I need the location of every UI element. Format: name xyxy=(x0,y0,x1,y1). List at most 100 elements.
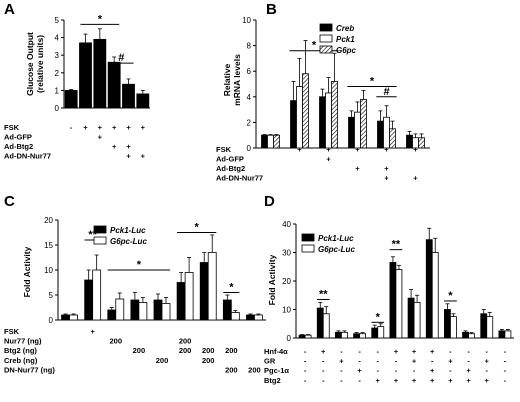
condition-mark: - xyxy=(467,357,470,366)
y-tick-label: 4 xyxy=(247,93,252,102)
bar xyxy=(341,331,348,339)
condition-mark: - xyxy=(504,366,507,375)
y-tick-label: 20 xyxy=(44,216,53,225)
panel-label: C xyxy=(4,193,15,210)
significance-marker: * xyxy=(229,282,234,294)
bar xyxy=(413,301,421,339)
y-tick-label: 15 xyxy=(44,241,53,250)
bar xyxy=(161,303,171,321)
condition-mark: 200 xyxy=(110,337,123,346)
condition-mark: + xyxy=(430,347,435,356)
y-tick-label: 4 xyxy=(55,34,60,43)
condition-mark: + xyxy=(83,123,88,132)
bar xyxy=(230,312,240,321)
significance-marker: * xyxy=(370,76,375,88)
condition-mark: + xyxy=(412,376,417,385)
y-tick-label: 30 xyxy=(282,249,291,258)
bar xyxy=(246,314,255,321)
panel-label: D xyxy=(264,193,275,210)
significance-marker: * xyxy=(312,40,317,52)
condition-mark: + xyxy=(326,145,331,154)
bar xyxy=(360,98,367,149)
y-tick-label: 40 xyxy=(282,220,291,229)
legend-label: Creb xyxy=(336,24,354,33)
condition-mark: - xyxy=(395,366,398,375)
bar xyxy=(389,128,396,149)
condition-label: Ad-GFP xyxy=(4,133,32,142)
condition-mark: 200 xyxy=(202,346,215,355)
condition-mark: - xyxy=(413,366,416,375)
y-tick-label: 6 xyxy=(247,67,252,76)
legend-label: Pck1 xyxy=(336,35,355,44)
condition-label: DN-Nur77 (ng) xyxy=(4,365,55,374)
significance-marker: # xyxy=(383,86,389,98)
bar xyxy=(335,331,342,339)
bar xyxy=(418,137,425,149)
condition-mark: - xyxy=(377,347,380,356)
legend-swatch xyxy=(319,34,333,43)
bar xyxy=(92,269,102,321)
significance-marker: # xyxy=(118,52,124,64)
bar xyxy=(136,93,150,109)
condition-label: Creb (ng) xyxy=(4,356,38,365)
condition-mark: - xyxy=(377,366,380,375)
y-tick-label: 2 xyxy=(247,118,252,127)
condition-mark: + xyxy=(355,164,360,173)
y-tick-label: 2 xyxy=(55,69,60,78)
condition-mark: + xyxy=(376,376,381,385)
significance-marker: * xyxy=(137,259,142,271)
condition-mark: + xyxy=(413,174,418,183)
bar xyxy=(254,314,263,321)
condition-mark: 200 xyxy=(156,356,169,365)
bar xyxy=(61,314,70,321)
bar xyxy=(431,252,439,339)
bar xyxy=(354,111,361,149)
condition-mark: + xyxy=(126,152,131,161)
bar xyxy=(425,239,433,339)
bar xyxy=(199,262,209,321)
panel-label: A xyxy=(4,1,15,18)
condition-mark: - xyxy=(340,366,343,375)
y-tick-label: 0 xyxy=(55,104,60,113)
y-tick-label: 0 xyxy=(287,334,292,343)
condition-mark: + xyxy=(355,145,360,154)
significance-marker: * xyxy=(376,311,381,323)
bar xyxy=(107,309,117,321)
bar xyxy=(468,333,475,339)
y-tick-label: 1 xyxy=(55,86,60,95)
bar xyxy=(444,309,451,339)
bar xyxy=(69,314,78,321)
condition-mark: - xyxy=(377,357,380,366)
condition-mark: - xyxy=(449,366,452,375)
y-tick-label: 10 xyxy=(242,16,251,25)
bar xyxy=(322,313,330,339)
bar xyxy=(504,330,512,339)
y-tick-label: 10 xyxy=(282,306,291,315)
bar xyxy=(261,134,268,149)
bar xyxy=(462,331,469,339)
legend-swatch xyxy=(301,244,315,253)
condition-mark: + xyxy=(297,145,302,154)
condition-mark: + xyxy=(466,376,471,385)
condition-mark: + xyxy=(321,347,326,356)
condition-mark: - xyxy=(395,357,398,366)
condition-label: Ad-DN-Nur77 xyxy=(216,174,263,183)
bar xyxy=(79,42,92,109)
bar xyxy=(331,81,338,149)
bar xyxy=(64,90,78,109)
bar xyxy=(93,38,107,109)
condition-mark: + xyxy=(448,357,453,366)
bar xyxy=(138,302,148,321)
condition-mark: - xyxy=(304,376,307,385)
condition-mark: + xyxy=(485,357,490,366)
bar xyxy=(406,134,413,149)
condition-mark: + xyxy=(98,133,103,142)
significance-marker: ** xyxy=(319,289,328,301)
bar xyxy=(122,83,135,109)
legend-swatch xyxy=(93,225,107,234)
condition-mark: - xyxy=(504,357,507,366)
condition-label: Nur77 (ng) xyxy=(4,337,42,346)
y-tick-label: 20 xyxy=(282,277,291,286)
condition-label: Hnf-4α xyxy=(264,347,288,356)
